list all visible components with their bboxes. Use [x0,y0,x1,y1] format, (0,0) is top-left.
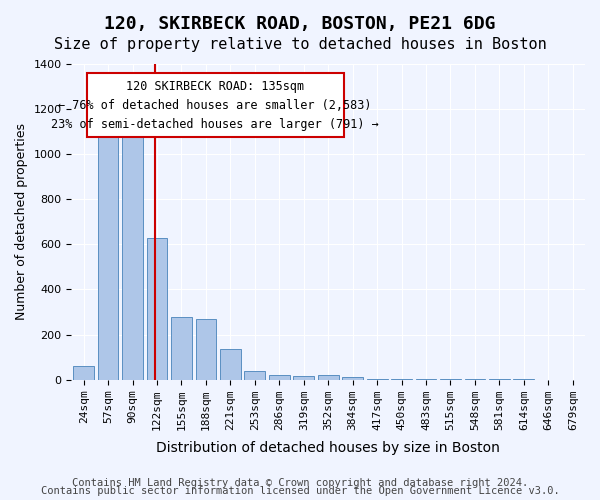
Bar [342,378,363,380]
Bar [318,375,338,380]
Text: 120, SKIRBECK ROAD, BOSTON, PE21 6DG: 120, SKIRBECK ROAD, BOSTON, PE21 6DG [104,15,496,33]
Bar [98,136,118,380]
Bar [269,375,290,380]
Bar [73,366,94,380]
Bar [171,316,192,380]
FancyBboxPatch shape [87,74,344,136]
Text: Contains public sector information licensed under the Open Government Licence v3: Contains public sector information licen… [41,486,559,496]
Bar [220,349,241,380]
Text: Contains HM Land Registry data © Crown copyright and database right 2024.: Contains HM Land Registry data © Crown c… [72,478,528,488]
Bar [244,370,265,380]
Bar [391,379,412,380]
Bar [196,319,217,380]
Y-axis label: Number of detached properties: Number of detached properties [15,124,28,320]
Text: Size of property relative to detached houses in Boston: Size of property relative to detached ho… [53,38,547,52]
Bar [122,96,143,380]
Text: 120 SKIRBECK ROAD: 135sqm
← 76% of detached houses are smaller (2,583)
23% of se: 120 SKIRBECK ROAD: 135sqm ← 76% of detac… [52,80,379,130]
X-axis label: Distribution of detached houses by size in Boston: Distribution of detached houses by size … [156,441,500,455]
Bar [293,376,314,380]
Bar [367,378,388,380]
Bar [146,238,167,380]
